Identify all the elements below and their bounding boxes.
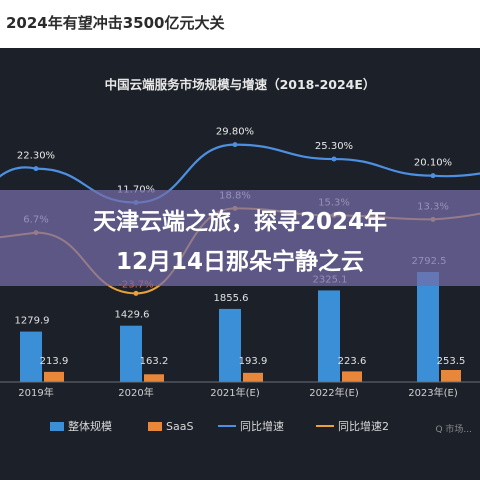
- series-line-growth: [0, 143, 480, 204]
- data-label-total: 1855.6: [214, 293, 249, 304]
- legend-swatch-growth2: [316, 425, 334, 427]
- top-band: 2024年有望冲击3500亿元大关: [0, 0, 480, 48]
- line-point-growth: [33, 166, 39, 172]
- line-point-growth: [331, 156, 337, 162]
- data-label-growth: 22.30%: [17, 151, 55, 162]
- bar-total: [20, 331, 42, 382]
- bar-total: [120, 325, 142, 382]
- legend-item-growth: 同比增速: [218, 416, 284, 436]
- bar-saas: [243, 372, 263, 382]
- legend-item-total: 整体规模: [50, 416, 112, 436]
- data-label-growth: 29.80%: [216, 127, 254, 138]
- legend-label-growth2: 同比增速2: [338, 420, 389, 433]
- legend: 整体规模 SaaS 同比增速 同比增速2: [0, 416, 480, 436]
- data-label-saas: 193.9: [239, 356, 268, 367]
- banner-line-1: 天津云端之旅，探寻2024年: [92, 209, 387, 235]
- legend-swatch-total: [50, 421, 64, 431]
- overlay-banner: 天津云端之旅，探寻2024年 12月14日那朵宁静之云: [0, 190, 480, 286]
- x-tick-label: 2019年: [18, 386, 53, 399]
- legend-swatch-saas: [148, 421, 162, 431]
- line-point-growth2: [133, 290, 139, 296]
- line-point-growth: [232, 142, 238, 148]
- data-label-saas: 213.9: [40, 356, 69, 367]
- watermark: Q 市场...: [435, 425, 472, 435]
- data-label-total: 1429.6: [115, 310, 150, 321]
- legend-swatch-growth: [218, 425, 236, 427]
- bar-saas: [44, 371, 64, 382]
- x-tick-label: 2022年(E): [309, 386, 359, 399]
- data-label-total: 1279.9: [15, 316, 50, 327]
- legend-item-growth2: 同比增速2: [316, 416, 389, 436]
- data-label-growth: 25.30%: [315, 141, 353, 152]
- bar-saas: [441, 370, 461, 382]
- data-label-saas: 163.2: [140, 356, 169, 367]
- x-tick-label: 2020年: [118, 386, 153, 399]
- data-label-saas: 223.6: [338, 356, 367, 367]
- x-tick-label: 2023年(E): [408, 386, 458, 399]
- legend-label-saas: SaaS: [166, 419, 194, 433]
- legend-label-total: 整体规模: [68, 420, 112, 433]
- bar-total: [318, 290, 340, 382]
- bar-saas: [144, 374, 164, 382]
- bar-saas: [342, 371, 362, 382]
- data-label-growth: 20.10%: [414, 158, 452, 169]
- data-label-saas: 253.5: [437, 356, 466, 367]
- bar-total: [219, 308, 241, 382]
- legend-item-saas: SaaS: [148, 416, 193, 436]
- legend-label-growth: 同比增速: [240, 420, 284, 433]
- line-point-growth: [430, 173, 436, 179]
- page-title: 2024年有望冲击3500亿元大关: [6, 14, 225, 32]
- chart-title: 中国云端服务市场规模与增速（2018-2024E）: [104, 77, 376, 92]
- bar-total: [417, 272, 439, 382]
- x-tick-label: 2021年(E): [210, 386, 260, 399]
- banner-line-2: 12月14日那朵宁静之云: [115, 249, 364, 275]
